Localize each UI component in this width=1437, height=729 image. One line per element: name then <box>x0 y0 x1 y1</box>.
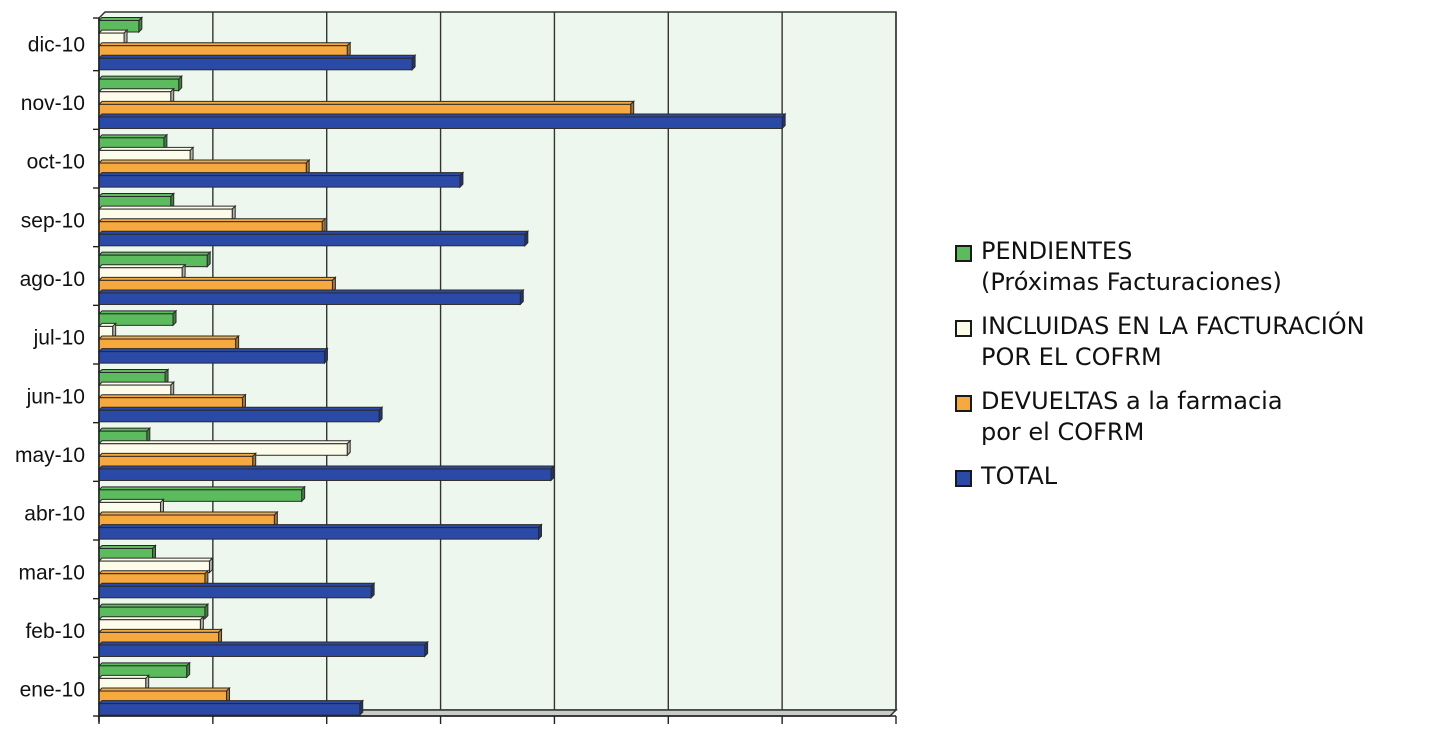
legend: PENDIENTES (Próximas Facturaciones) INCLUI… <box>955 236 1430 505</box>
bar-ago-10-series-1 <box>97 263 187 281</box>
bar-feb-10-series-0 <box>97 602 210 620</box>
legend-label: TOTAL <box>981 462 1058 490</box>
category-label: jul-10 <box>33 327 85 350</box>
bar-front-face <box>98 527 539 540</box>
legend-item: INCLUIDAS EN LA FACTURACIÓN POR EL COFRM <box>955 311 1430 373</box>
bar-front-face <box>98 233 526 247</box>
category-label: ene-10 <box>20 679 85 702</box>
bar-front-face <box>98 292 521 305</box>
category-label: oct-10 <box>27 151 85 174</box>
category-labels: dic-10 nov-10 oct-10 sep-10 ago-10 jul-10 jun-… <box>15 33 85 701</box>
bar-jul-10-series-3 <box>97 347 329 365</box>
category-label: feb-10 <box>25 620 85 643</box>
bar-jul-10-series-1 <box>97 322 117 340</box>
bar-oct-10-series-0 <box>97 133 169 151</box>
bar-front-face <box>98 409 380 423</box>
category-label: dic-10 <box>28 33 85 56</box>
bar-ago-10-series-3 <box>97 288 525 306</box>
legend-swatch <box>955 395 972 412</box>
category-label: nov-10 <box>21 92 85 115</box>
bar-feb-10-series-3 <box>97 640 429 658</box>
category-label: mar-10 <box>18 561 85 584</box>
bar-jul-10-series-0 <box>97 309 178 327</box>
bar-front-face <box>98 175 461 188</box>
bar-nov-10-series-2 <box>97 100 635 118</box>
legend-item: DEVUELTAS a la farmacia por el COFRM <box>955 386 1430 448</box>
bar-ene-10-series-2 <box>97 686 231 704</box>
legend-label: POR EL COFRM <box>981 343 1162 371</box>
bar-jun-10-series-3 <box>97 406 384 424</box>
bar-front-face <box>98 468 552 481</box>
bar-nov-10-series-1 <box>97 87 175 105</box>
legend-label: PENDIENTES <box>981 237 1133 265</box>
bar-abr-10-series-0 <box>97 485 306 503</box>
legend-label: (Próximas Facturaciones) <box>981 268 1282 296</box>
axes <box>93 17 897 724</box>
category-label: sep-10 <box>21 209 85 232</box>
category-label: jun-10 <box>26 385 85 408</box>
legend-swatch <box>955 245 972 262</box>
legend-swatch <box>955 470 972 487</box>
bar-may-10-series-3 <box>97 464 556 482</box>
legend-label: INCLUIDAS EN LA FACTURACIÓN <box>981 312 1365 340</box>
bar-ago-10-series-0 <box>97 250 212 268</box>
bar-front-face <box>98 116 783 129</box>
bar-oct-10-series-3 <box>97 171 465 189</box>
bar-front-face <box>98 585 372 599</box>
legend-label: DEVUELTAS a la farmacia <box>981 387 1283 415</box>
legend-swatch <box>955 320 972 337</box>
bar-sep-10-series-3 <box>97 230 530 248</box>
bar-oct-10-series-2 <box>97 158 311 176</box>
bar-mar-10-series-2 <box>97 569 210 587</box>
bar-nov-10-series-3 <box>97 112 787 130</box>
bar-front-face <box>98 57 413 71</box>
bar-feb-10-series-1 <box>97 615 205 633</box>
bar-mar-10-series-3 <box>97 582 376 600</box>
category-label: may-10 <box>15 444 85 467</box>
legend-label: por el COFRM <box>981 418 1145 446</box>
legend-item: PENDIENTES (Próximas Facturaciones) <box>955 236 1430 298</box>
bar-front-face <box>98 351 325 364</box>
legend-item: TOTAL <box>955 461 1430 492</box>
bar-abr-10-series-3 <box>97 523 543 541</box>
bar-dic-10-series-3 <box>97 54 417 72</box>
category-label: abr-10 <box>24 503 85 526</box>
bar-ene-10-series-3 <box>97 699 364 717</box>
bar-front-face <box>98 644 426 657</box>
category-label: ago-10 <box>20 268 85 291</box>
bar-front-face <box>98 703 361 716</box>
bars <box>97 16 787 717</box>
